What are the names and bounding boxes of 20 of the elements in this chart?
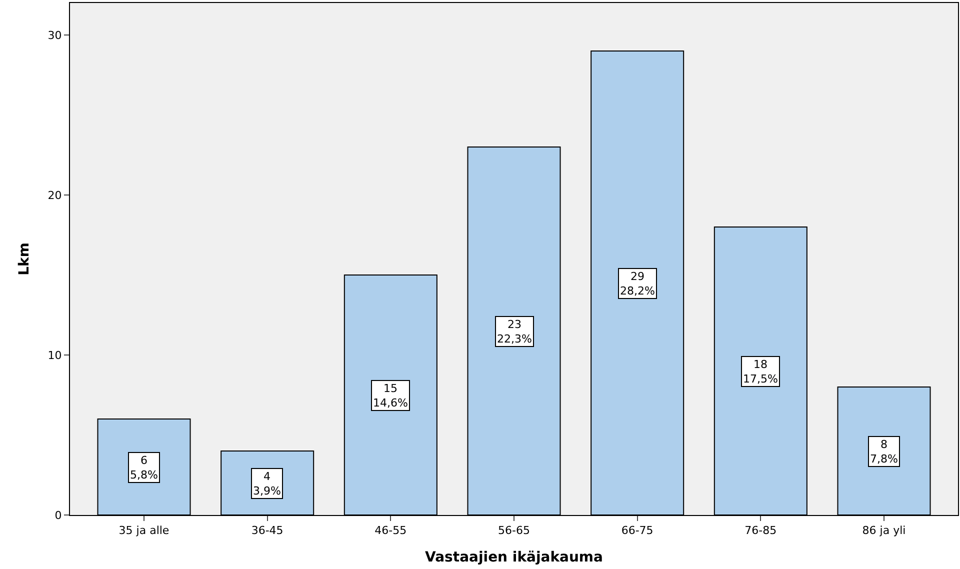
data-label: 23 22,3% [497, 318, 532, 346]
x-tick-label: 35 ja alle [118, 524, 170, 538]
data-label: 29 28,2% [620, 270, 655, 298]
y-tick-label: 10 [48, 348, 62, 362]
x-tick-label: 86 ja yli [862, 524, 906, 538]
y-tick-label: 20 [48, 188, 62, 202]
x-tick-label: 46-55 [374, 524, 407, 538]
data-label: 6 5,8% [130, 454, 158, 482]
data-label: 4 3,9% [253, 470, 281, 498]
x-tick-label: 66-75 [621, 524, 654, 538]
x-tick-label: 36-45 [251, 524, 284, 538]
x-axis-title: Vastaajien ikäjakauma [425, 550, 603, 566]
y-tick-label: 0 [54, 508, 62, 522]
x-tick-label: 76-85 [744, 524, 777, 538]
y-tick-label: 30 [48, 28, 62, 42]
x-tick-label: 56-65 [498, 524, 530, 538]
data-label: 18 17,5% [743, 358, 778, 386]
data-label: 8 7,8% [870, 438, 898, 466]
y-axis-title: Lkm [16, 242, 32, 276]
data-label: 15 14,6% [373, 382, 408, 410]
